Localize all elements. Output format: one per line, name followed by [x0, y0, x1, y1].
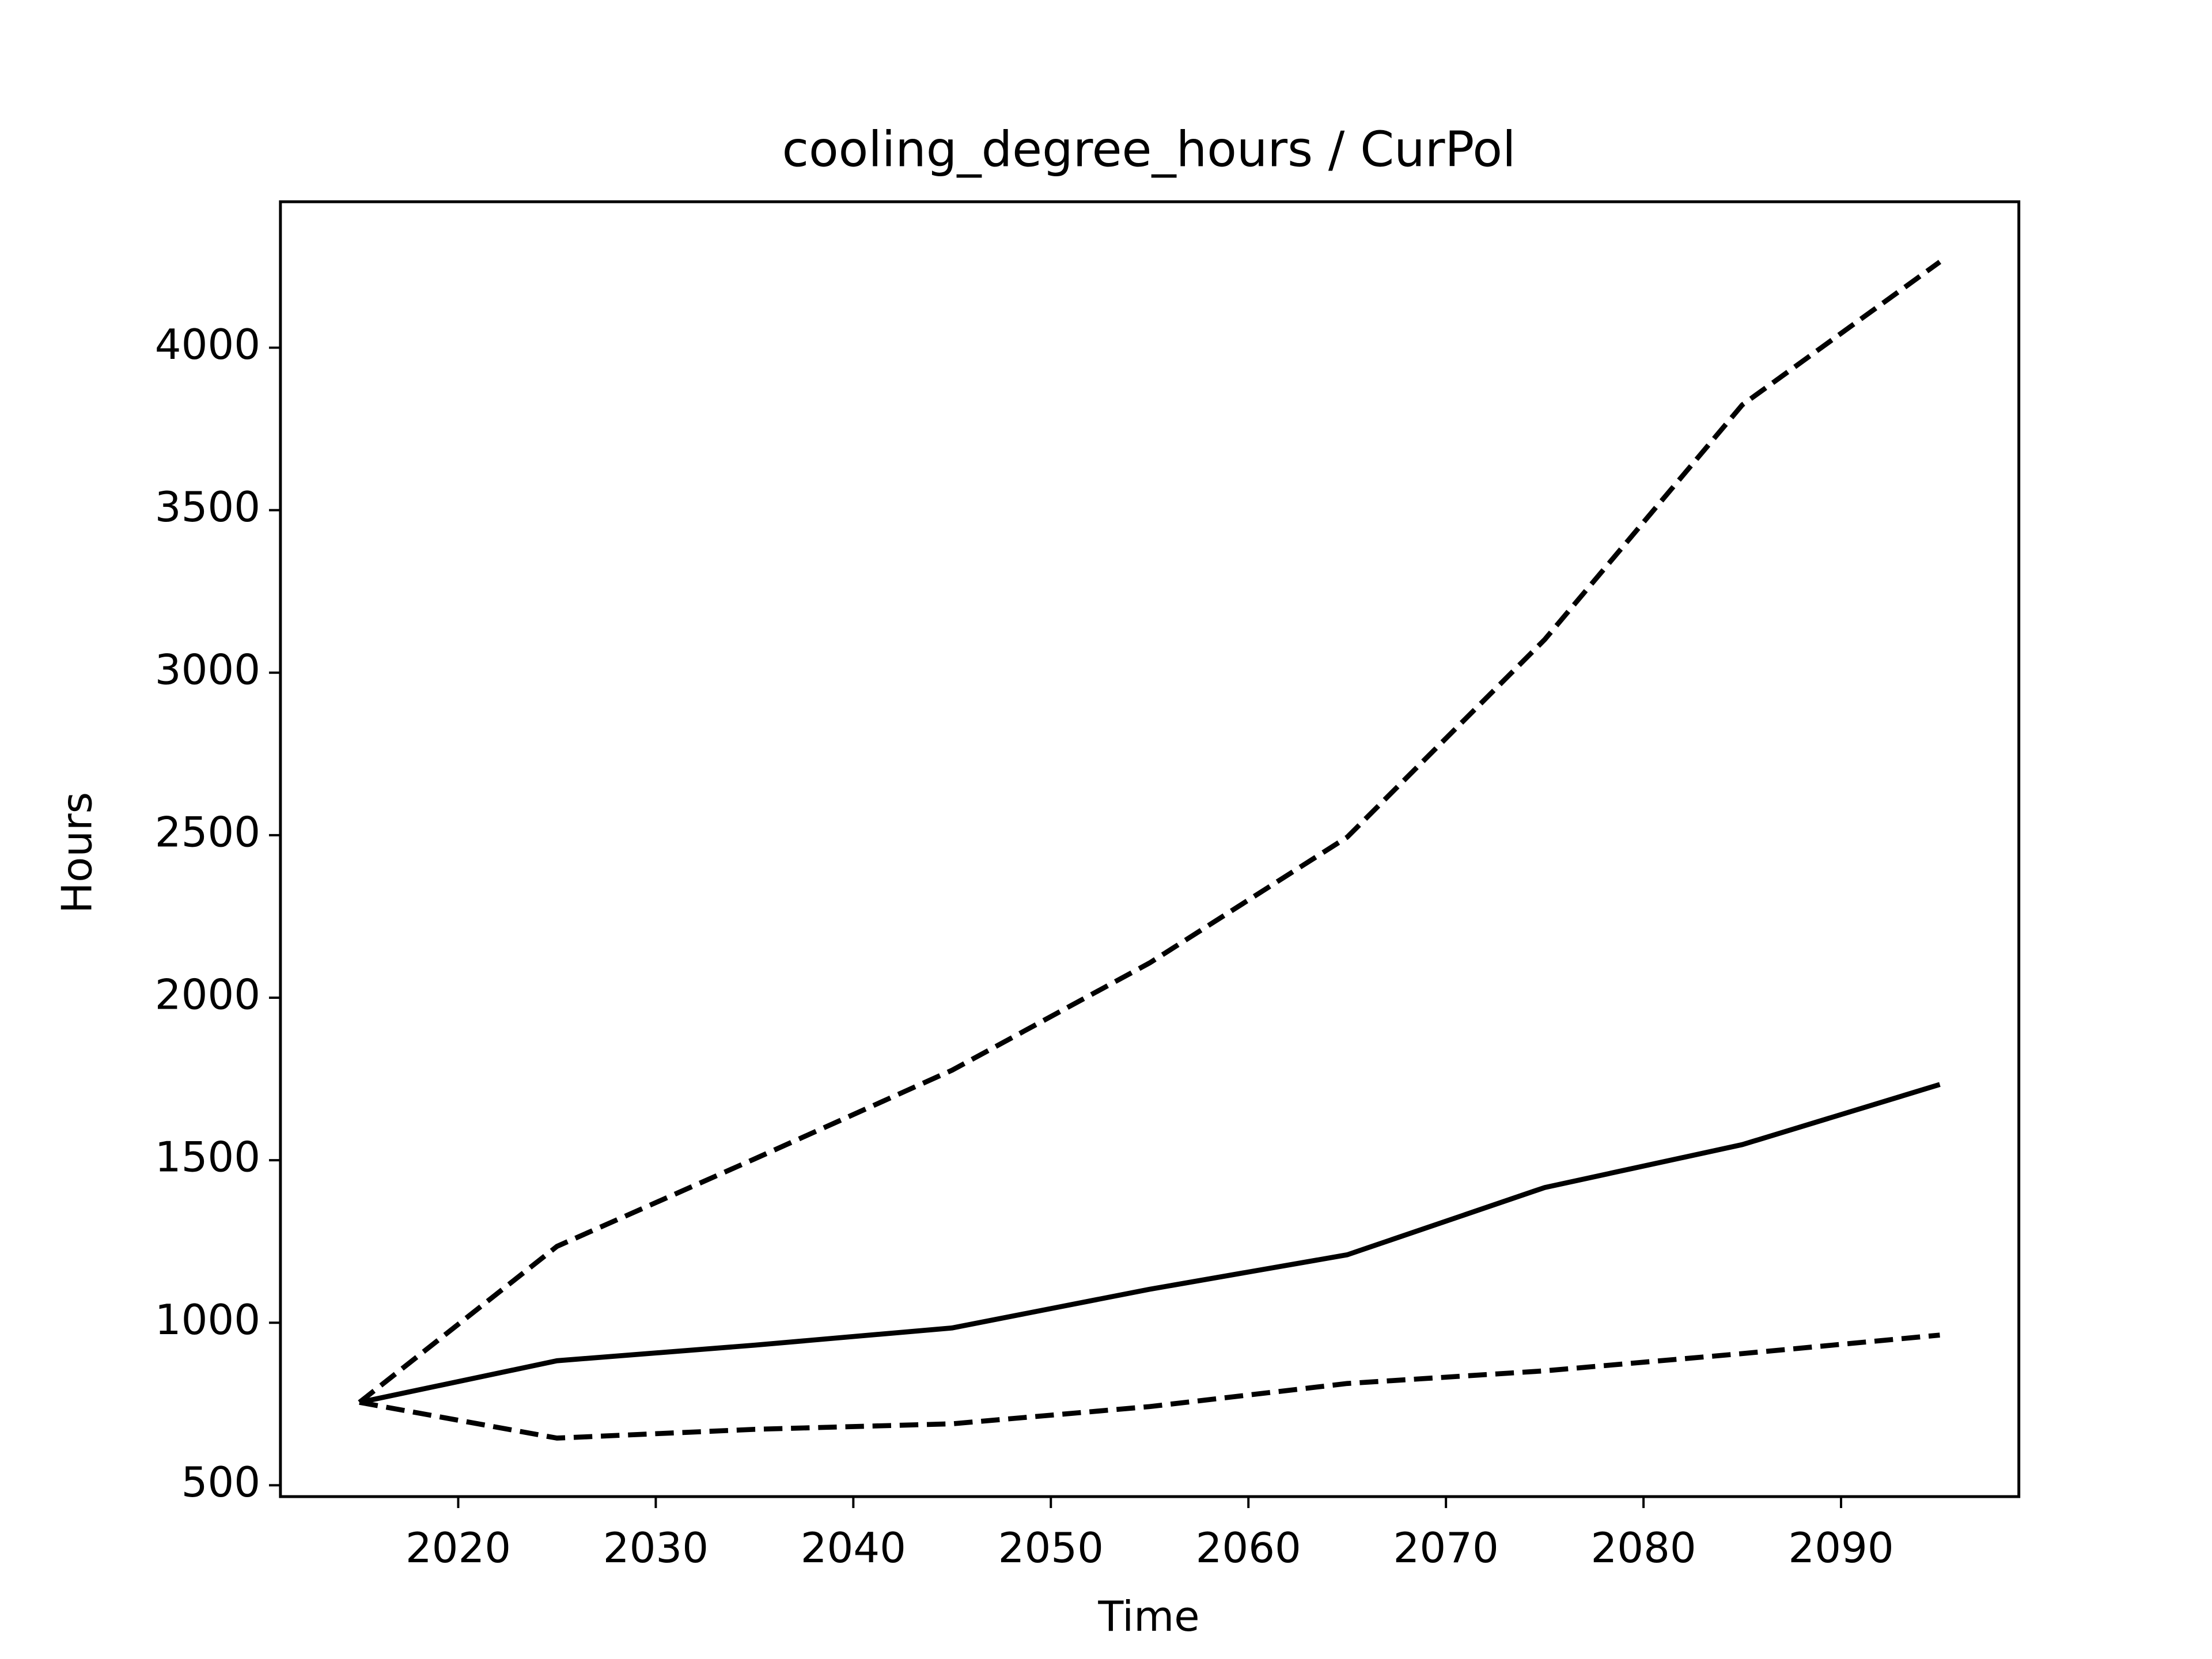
x-tick-label: 2090	[1788, 1524, 1893, 1572]
y-tick-label: 3500	[155, 483, 260, 531]
x-tick-label: 2020	[406, 1524, 511, 1572]
x-tick-label: 2050	[998, 1524, 1104, 1572]
y-axis-label: Hours	[53, 792, 101, 914]
y-tick-label: 2500	[155, 808, 260, 856]
x-tick-label: 2080	[1590, 1524, 1696, 1572]
x-tick-label: 2040	[801, 1524, 906, 1572]
series-line	[358, 260, 1942, 1404]
plot-frame	[279, 200, 2021, 1498]
y-tick-label: 4000	[155, 320, 260, 369]
series-line	[359, 1332, 1940, 1441]
x-tick-label: 2070	[1393, 1524, 1499, 1572]
y-tick-label: 3000	[155, 645, 260, 694]
y-tick-label: 500	[181, 1458, 260, 1506]
x-tick-label: 2060	[1196, 1524, 1301, 1572]
y-tick-label: 1000	[155, 1296, 260, 1344]
y-tick-label: 2000	[155, 971, 260, 1019]
x-tick-label: 2030	[603, 1524, 709, 1572]
x-axis-label: Time	[1097, 1592, 1199, 1641]
series-line	[359, 1082, 1941, 1405]
chart-title: cooling_degree_hours / CurPol	[782, 122, 1516, 178]
y-tick-label: 1500	[155, 1133, 260, 1181]
